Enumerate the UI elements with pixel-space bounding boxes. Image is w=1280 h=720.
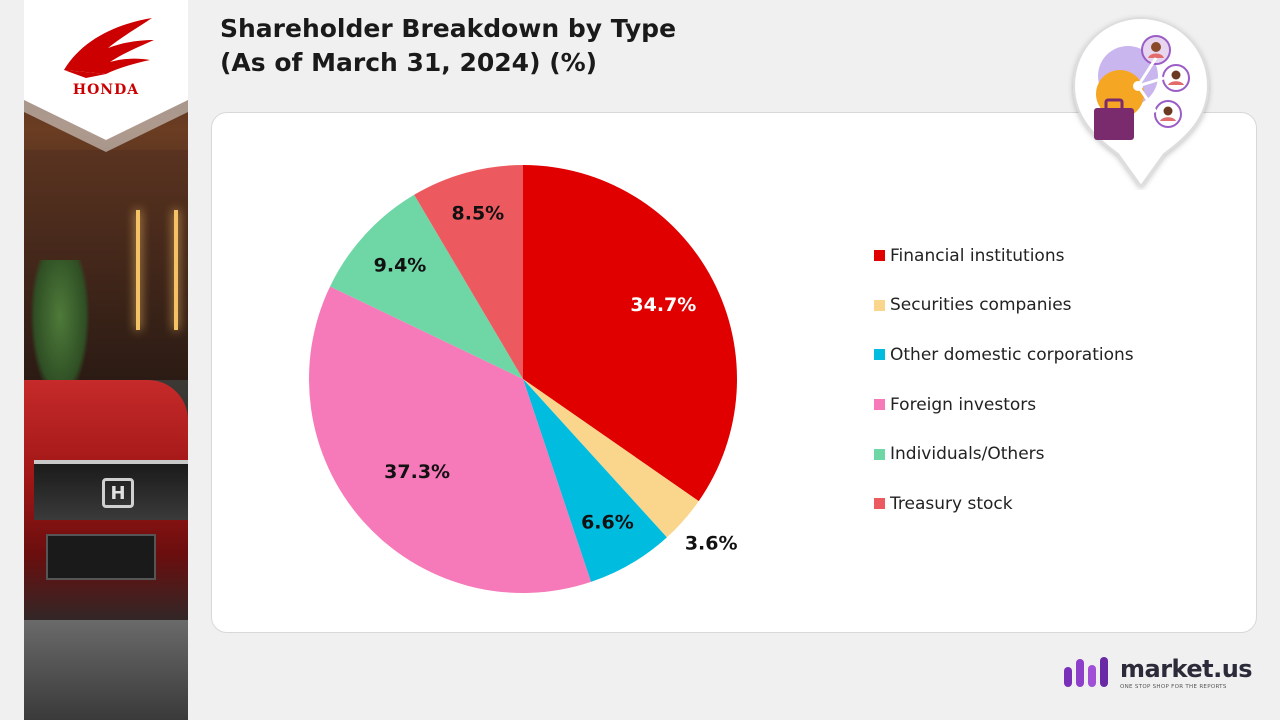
marketus-brand-tagline: ONE STOP SHOP FOR THE REPORTS	[1120, 684, 1227, 690]
legend-label: Foreign investors	[890, 394, 1037, 415]
legend-swatch	[874, 498, 885, 510]
page-title-line2: (As of March 31, 2024) (%)	[220, 48, 598, 77]
page-title-line1: Shareholder Breakdown by Type	[220, 14, 677, 43]
legend-label: Individuals/Others	[890, 444, 1045, 465]
legend-label: Financial institutions	[890, 245, 1065, 266]
photo-plant	[30, 260, 90, 400]
marketus-brand: market.us ONE STOP SHOP FOR THE REPORTS	[1062, 655, 1262, 695]
photo-car-grille	[34, 460, 188, 520]
legend-label: Treasury stock	[890, 493, 1013, 514]
legend-swatch	[874, 299, 885, 311]
photo-lamp	[136, 210, 140, 330]
pie-slice-foreign-investors	[308, 286, 591, 593]
pie-slice-other-domestic-corporations	[523, 379, 667, 582]
pie-label-financial-institutions: 34.7%	[630, 294, 696, 316]
pie-slice-treasury-stock	[414, 165, 523, 379]
page-title: Shareholder Breakdown by Type (As of Mar…	[220, 12, 820, 80]
honda-logo: HONDA	[24, 0, 188, 164]
shareholder-network-icon	[1068, 14, 1214, 190]
photo-road	[24, 620, 188, 720]
marketus-brand-name: market.us	[1120, 655, 1253, 683]
photo-lamp	[174, 210, 178, 330]
pie-label-treasury-stock: 8.5%	[452, 202, 505, 224]
honda-wing-icon	[64, 18, 154, 78]
pie-label-securities-companies: 3.6%	[685, 533, 738, 555]
legend-item-securities-companies: Securities companies	[874, 281, 1254, 331]
legend-label: Other domestic corporations	[890, 344, 1134, 365]
marketus-logo-icon	[1064, 657, 1108, 687]
pie-slice-individuals-others	[330, 194, 523, 379]
honda-emblem-icon: H	[102, 478, 134, 508]
legend-item-individuals-others: Individuals/Others	[874, 429, 1254, 479]
legend-item-financial-institutions: Financial institutions	[874, 231, 1254, 281]
chart-legend: Financial institutions Securities compani…	[874, 231, 1254, 529]
honda-logo-text: HONDA	[73, 82, 139, 98]
legend-item-foreign-investors: Foreign investors	[874, 380, 1254, 430]
pie-label-other-domestic-corporations: 6.6%	[581, 511, 634, 533]
pie-label-individuals-others: 9.4%	[374, 255, 427, 277]
legend-item-treasury-stock: Treasury stock	[874, 479, 1254, 529]
legend-swatch	[874, 349, 885, 361]
legend-item-other-domestic-corporations: Other domestic corporations	[874, 330, 1254, 380]
legend-swatch	[874, 448, 885, 460]
legend-label: Securities companies	[890, 295, 1072, 316]
legend-swatch	[874, 250, 885, 262]
pie-label-foreign-investors: 37.3%	[384, 461, 450, 483]
legend-swatch	[874, 399, 885, 411]
photo-license-plate	[46, 534, 156, 580]
pie-slice-securities-companies	[523, 379, 699, 538]
pie-slice-financial-institutions	[523, 165, 737, 502]
